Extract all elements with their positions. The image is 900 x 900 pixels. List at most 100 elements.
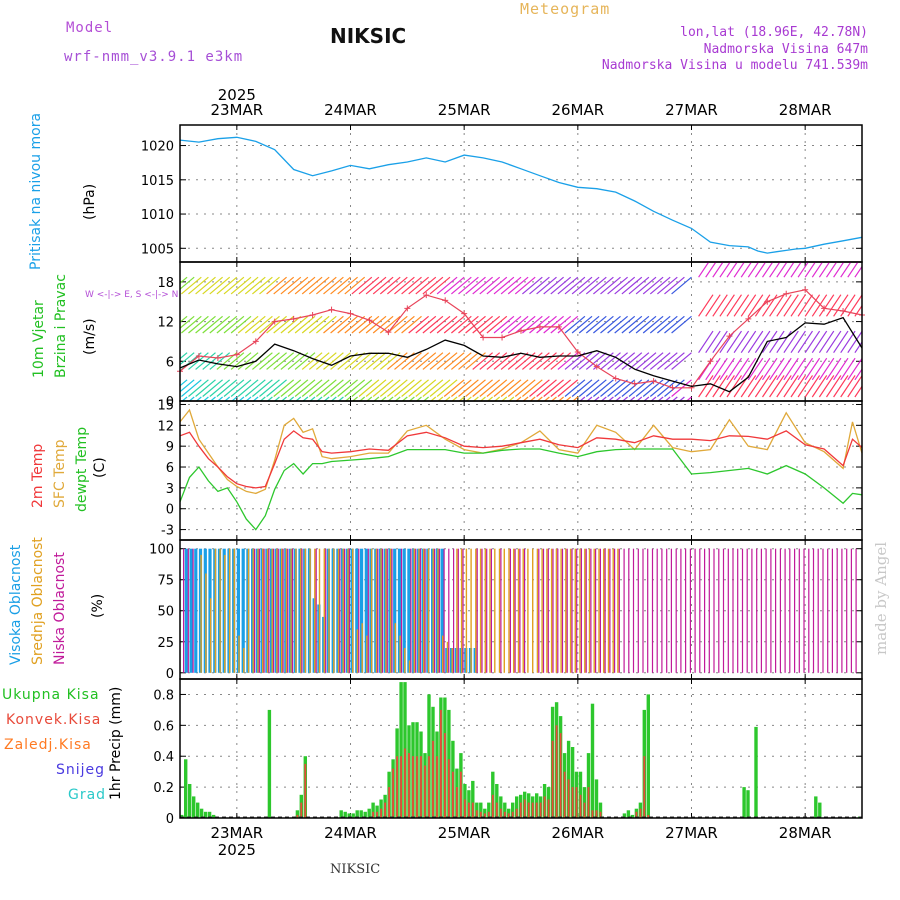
wind-barb <box>585 315 607 334</box>
wind-barb <box>323 379 344 397</box>
wind-barb <box>351 315 373 334</box>
wind-barb <box>733 330 750 354</box>
wind-barb <box>344 396 351 401</box>
wind-barb <box>458 276 479 295</box>
low-cloud-bar <box>277 548 279 673</box>
low-cloud-bar <box>377 548 379 673</box>
wind-barb <box>818 330 835 354</box>
wind-barb <box>401 396 408 401</box>
wind-barb <box>451 379 472 397</box>
wind-barb <box>266 379 287 397</box>
mid-cloud-bar <box>522 548 524 673</box>
wind-panel: 0 6 12 18 <box>157 261 865 410</box>
top-day-label: 26MAR <box>551 101 604 119</box>
wind-barb <box>754 262 767 278</box>
mid-cloud-bar <box>380 548 382 673</box>
wind-barb <box>494 396 501 401</box>
conv-precip-bar <box>639 808 642 818</box>
mid-cloud-bar <box>214 548 217 673</box>
wind-barb <box>344 276 366 295</box>
total-precip-bar <box>515 796 519 818</box>
mid-cloud-bar <box>318 548 321 673</box>
wind-barb <box>698 262 710 278</box>
wind-barb <box>444 396 451 401</box>
wind-barb <box>216 315 238 334</box>
conv-precip-bar <box>499 808 502 818</box>
wind-barb <box>776 357 792 381</box>
wind-barb <box>379 379 401 397</box>
mid-cloud-bar <box>385 548 387 673</box>
legend-snow: Snijeg <box>56 762 106 778</box>
wind-barb <box>230 379 252 397</box>
wind-barb <box>818 375 835 398</box>
total-precip-bar <box>196 802 200 818</box>
wind-barb <box>472 276 493 295</box>
high-cloud-bar <box>364 548 368 673</box>
wind-barb <box>209 352 231 370</box>
wind-barb <box>529 352 550 370</box>
wind-barb <box>776 330 792 354</box>
total-precip-bar <box>499 796 503 818</box>
wind-barb <box>366 396 373 401</box>
wind-barb <box>394 276 415 295</box>
mid-cloud-bar <box>205 573 207 673</box>
wind-barb <box>578 379 600 397</box>
low-cloud-bar <box>192 548 194 673</box>
lonlat-label: lon,lat (18.96E, 42.78N) <box>680 25 868 40</box>
wind-barb <box>351 352 373 370</box>
wind-barb <box>607 379 628 397</box>
wind-barb <box>649 276 671 295</box>
wind-barb <box>465 396 472 401</box>
wind-barb <box>415 315 437 334</box>
wind-barb <box>387 352 408 370</box>
wind-barb <box>181 276 202 295</box>
wind-barb <box>295 396 302 401</box>
low-cloud-bar <box>282 548 284 673</box>
wind-barb <box>514 379 536 397</box>
wind-barb <box>643 396 650 401</box>
low-cloud-bar <box>827 548 829 673</box>
wind-barb <box>585 379 607 397</box>
y-tick-label: 12 <box>157 419 174 434</box>
wind-barb <box>572 396 579 401</box>
top-year-label: 2025 <box>218 86 256 104</box>
low-cloud-bar <box>689 548 691 673</box>
wind-barb <box>415 276 437 295</box>
total-precip-bar <box>199 808 204 818</box>
wind-barb <box>330 379 351 397</box>
low-cloud-bar <box>798 548 800 673</box>
wind-barb <box>252 276 273 295</box>
mid-cloud-bar <box>475 548 477 673</box>
wind-barb <box>514 276 536 295</box>
low-cloud-bar <box>599 548 601 673</box>
wind-barb <box>797 330 813 354</box>
wind-barb <box>522 276 543 295</box>
low-cloud-bar <box>822 548 824 673</box>
wind-gust-marker <box>442 297 449 304</box>
mid-cloud-bar <box>257 548 259 673</box>
wind-barb <box>195 396 202 401</box>
low-cloud-bar <box>258 548 260 673</box>
wind-gust-marker <box>385 329 392 336</box>
low-cloud-bar <box>590 548 592 673</box>
mid-cloud-bar <box>224 554 226 673</box>
low-cloud-bar <box>547 548 549 673</box>
wind-barb <box>301 315 323 334</box>
wind-barb <box>621 352 643 370</box>
wind-barb <box>408 315 429 334</box>
mid-cloud-bar <box>565 548 567 673</box>
y-tick-label: 0 <box>166 503 174 518</box>
high-cloud-bar <box>393 548 397 673</box>
wind-barb <box>266 396 273 401</box>
wind-barb <box>840 262 852 278</box>
wind-barb <box>705 375 721 398</box>
wind-barb <box>500 315 522 334</box>
wind-barb <box>273 352 295 370</box>
mid-cloud-bar <box>456 548 458 673</box>
low-cloud-bar <box>604 548 606 673</box>
wind-barb <box>833 294 849 317</box>
low-cloud-bar <box>699 548 701 673</box>
mid-cloud-bar <box>574 548 576 673</box>
wind-barb <box>301 276 323 295</box>
wind-barb <box>536 396 543 401</box>
